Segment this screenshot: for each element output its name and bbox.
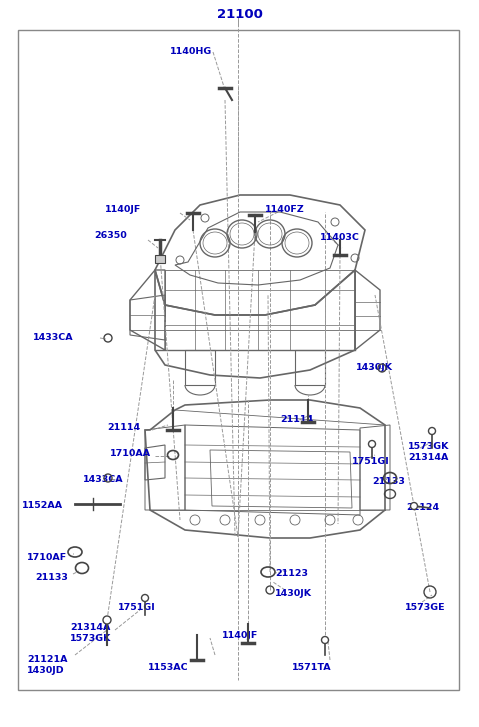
Text: 21123: 21123 <box>275 569 308 579</box>
Text: 1751GI: 1751GI <box>118 603 156 611</box>
Text: 1710AF: 1710AF <box>27 553 67 561</box>
Text: 11403C: 11403C <box>320 233 360 243</box>
Text: 1573GK
21314A: 1573GK 21314A <box>408 442 449 462</box>
Circle shape <box>321 637 329 643</box>
Text: 1751GI: 1751GI <box>352 457 390 467</box>
Text: 1710AA: 1710AA <box>110 449 151 459</box>
Text: 21114: 21114 <box>107 424 140 433</box>
Text: 1433CA: 1433CA <box>33 332 74 342</box>
Text: 1140JF: 1140JF <box>222 632 258 640</box>
Circle shape <box>103 616 111 624</box>
Text: 1571TA: 1571TA <box>292 664 331 672</box>
Text: 1152AA: 1152AA <box>22 500 63 510</box>
Text: 21100: 21100 <box>217 7 263 20</box>
Text: 26350: 26350 <box>94 231 127 241</box>
Text: 1573GE: 1573GE <box>405 603 445 613</box>
Bar <box>155 255 165 263</box>
Text: 1153AC: 1153AC <box>148 664 189 672</box>
Text: 1433CA: 1433CA <box>83 475 124 484</box>
Text: 21114: 21114 <box>280 416 313 425</box>
Text: 21314A
1573GK: 21314A 1573GK <box>70 623 112 643</box>
Text: 21121A
1430JD: 21121A 1430JD <box>27 655 68 675</box>
Text: 1140JF: 1140JF <box>105 206 141 214</box>
Text: 21133: 21133 <box>372 478 405 486</box>
Text: 1140FZ: 1140FZ <box>265 206 305 214</box>
Text: 1430JK: 1430JK <box>356 364 393 372</box>
Circle shape <box>141 595 148 601</box>
Text: 21133: 21133 <box>35 574 68 582</box>
Text: 1430JK: 1430JK <box>275 588 312 598</box>
Circle shape <box>429 427 435 435</box>
Text: 1140HG: 1140HG <box>170 47 212 57</box>
Text: 21124: 21124 <box>406 504 439 513</box>
Circle shape <box>368 441 376 448</box>
Circle shape <box>411 502 418 510</box>
